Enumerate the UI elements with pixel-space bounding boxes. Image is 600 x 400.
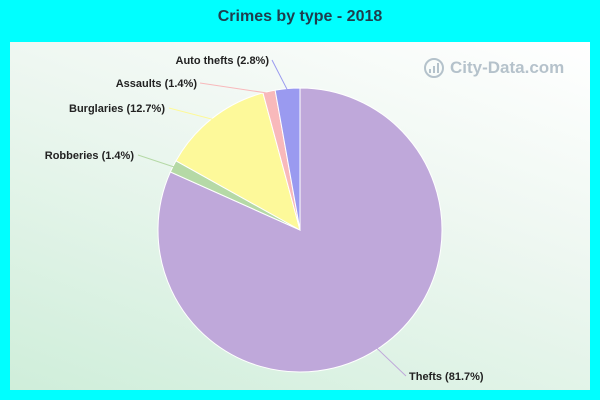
leader-line [168, 107, 214, 121]
watermark: City-Data.com [424, 56, 564, 80]
slice-label: Auto thefts (2.8%) [176, 55, 270, 67]
city-data-logo-icon [424, 58, 444, 78]
leader-line [375, 347, 407, 377]
pie-slice [274, 87, 301, 231]
chart-title: Crimes by type - 2018 [217, 8, 383, 25]
slice-label: Assaults (1.4%) [116, 78, 198, 90]
pie-slice [175, 92, 301, 232]
slice-label: Thefts (81.7%) [409, 371, 484, 383]
slice-label: Robberies (1.4%) [45, 150, 135, 162]
slice-label: Burglaries (12.7%) [69, 103, 165, 115]
leader-line [137, 154, 176, 168]
leader-line [199, 82, 270, 94]
watermark-text: City-Data.com [450, 58, 565, 77]
leader-line [271, 59, 289, 91]
